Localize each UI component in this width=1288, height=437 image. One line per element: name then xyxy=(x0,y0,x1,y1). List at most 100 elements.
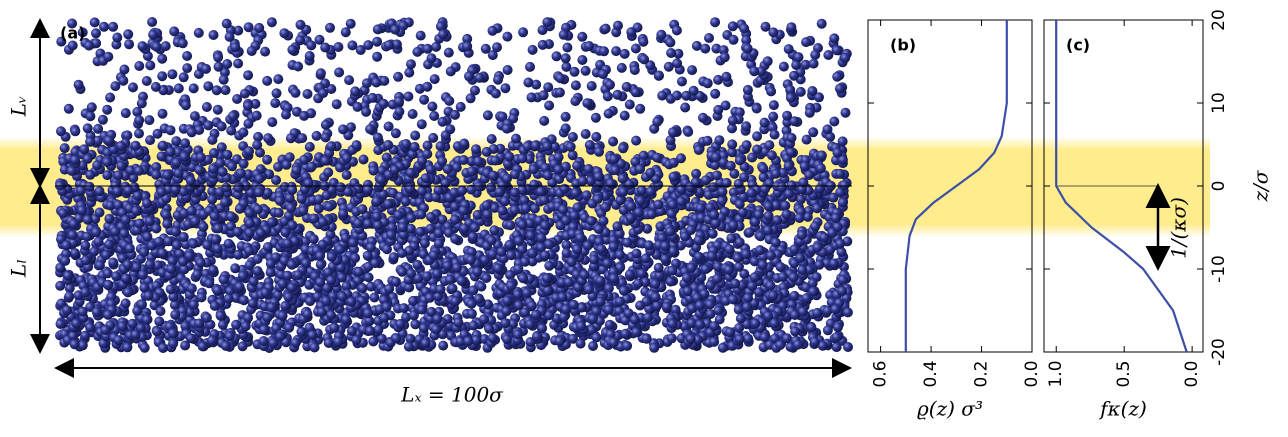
particle xyxy=(369,293,379,303)
particle xyxy=(359,155,369,165)
particle xyxy=(488,333,498,343)
particle xyxy=(532,332,542,342)
particle xyxy=(840,53,850,63)
particle xyxy=(382,302,392,312)
particle xyxy=(370,258,380,268)
particle xyxy=(562,43,572,53)
particle xyxy=(80,287,90,297)
particle xyxy=(631,87,641,97)
particle xyxy=(352,140,362,150)
particle xyxy=(780,201,790,211)
particle xyxy=(91,28,101,38)
particle xyxy=(283,238,293,248)
particle xyxy=(102,157,112,167)
particle xyxy=(829,33,839,43)
particle xyxy=(145,260,155,270)
particle xyxy=(267,117,277,127)
particle xyxy=(64,104,74,114)
particle xyxy=(243,119,253,129)
particle xyxy=(116,161,126,171)
particle xyxy=(502,174,512,184)
particle xyxy=(256,228,266,238)
particle xyxy=(135,219,145,229)
particle xyxy=(588,341,598,351)
particle xyxy=(403,92,413,102)
particle xyxy=(157,151,167,161)
particle xyxy=(71,318,81,328)
particle xyxy=(810,221,820,231)
y-tick-label: 10 xyxy=(1209,92,1229,114)
particle xyxy=(391,128,401,138)
particle xyxy=(620,111,630,121)
x-tick-label: 0.2 xyxy=(972,360,992,387)
particle xyxy=(428,133,438,143)
particle xyxy=(724,265,734,275)
particle xyxy=(464,71,474,81)
particle xyxy=(235,282,245,292)
particle xyxy=(735,199,745,209)
particle xyxy=(694,235,704,245)
particle xyxy=(287,260,297,270)
particle xyxy=(353,102,363,112)
particle xyxy=(683,286,693,296)
particle xyxy=(582,190,592,200)
particle xyxy=(393,72,403,82)
particle xyxy=(221,183,231,193)
particle xyxy=(112,186,122,196)
particle xyxy=(233,183,243,193)
particle xyxy=(95,186,105,196)
particle xyxy=(710,17,720,27)
x-tick-label: 0.6 xyxy=(871,360,891,387)
particle xyxy=(299,155,309,165)
particle xyxy=(807,86,817,96)
particle xyxy=(761,22,771,32)
particle xyxy=(67,166,77,176)
particle xyxy=(161,41,171,51)
particle xyxy=(739,24,749,34)
particle xyxy=(755,245,765,255)
particle xyxy=(581,66,591,76)
particle xyxy=(85,111,95,121)
particle xyxy=(209,148,219,158)
particle xyxy=(527,92,537,102)
particle xyxy=(248,298,258,308)
particle xyxy=(315,277,325,287)
particle xyxy=(682,273,692,283)
particle xyxy=(70,339,80,349)
particle xyxy=(254,23,264,33)
particle xyxy=(747,153,757,163)
particle xyxy=(459,155,469,165)
particle xyxy=(631,136,641,146)
particle xyxy=(139,247,149,257)
particle xyxy=(797,230,807,240)
particle xyxy=(479,314,489,324)
x-tick-label: 0.0 xyxy=(1022,360,1042,387)
particle xyxy=(806,322,816,332)
particle xyxy=(734,323,744,333)
particle xyxy=(201,64,211,74)
particle xyxy=(142,232,152,242)
particle xyxy=(728,220,738,230)
particle xyxy=(448,283,458,293)
particle xyxy=(408,296,418,306)
particle xyxy=(131,141,141,151)
particle xyxy=(520,257,530,267)
particle xyxy=(717,196,727,206)
particle xyxy=(810,337,820,347)
particle xyxy=(218,167,228,177)
particle xyxy=(305,142,315,152)
particle xyxy=(743,334,753,344)
particle xyxy=(434,228,444,238)
particle xyxy=(333,42,343,52)
particle xyxy=(186,333,196,343)
particle xyxy=(438,341,448,351)
particle xyxy=(725,244,735,254)
particle xyxy=(483,110,493,120)
particle xyxy=(505,220,515,230)
particle xyxy=(226,211,236,221)
particle xyxy=(587,81,597,91)
particle xyxy=(179,152,189,162)
particle xyxy=(681,91,691,101)
particle xyxy=(386,230,396,240)
particle xyxy=(725,327,735,337)
